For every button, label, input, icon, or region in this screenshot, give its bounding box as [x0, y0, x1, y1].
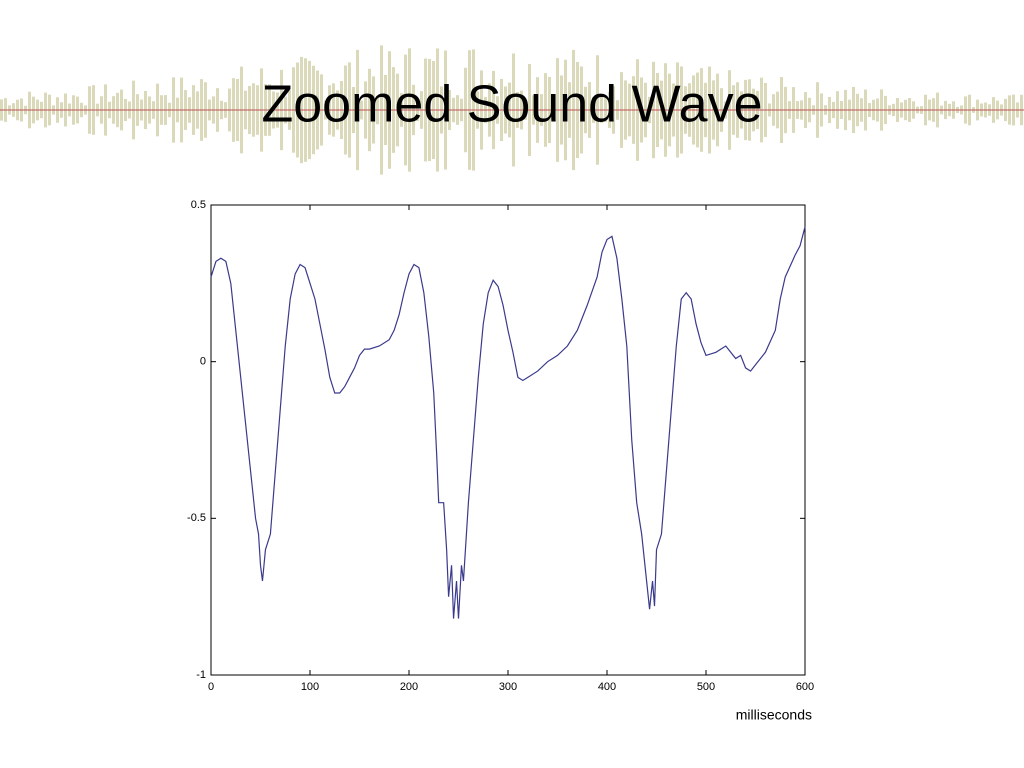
wave-line: [210, 226, 806, 619]
x-axis-label: milliseconds: [736, 707, 812, 723]
y-tick-label: -1: [196, 669, 206, 681]
x-tick-label: 600: [796, 681, 814, 693]
slide-title: Zoomed Sound Wave: [261, 76, 762, 134]
y-tick-label: 0.5: [191, 199, 206, 211]
x-tick-label: 400: [598, 681, 616, 693]
x-tick-label: 300: [499, 681, 517, 693]
x-tick-label: 500: [697, 681, 715, 693]
x-tick-label: 100: [301, 681, 319, 693]
x-tick-label: 0: [208, 681, 214, 693]
plot-frame: [210, 204, 806, 676]
y-tick-label: 0: [200, 356, 206, 368]
y-tick-label: -0.5: [187, 512, 206, 524]
x-tick-label: 200: [400, 681, 418, 693]
